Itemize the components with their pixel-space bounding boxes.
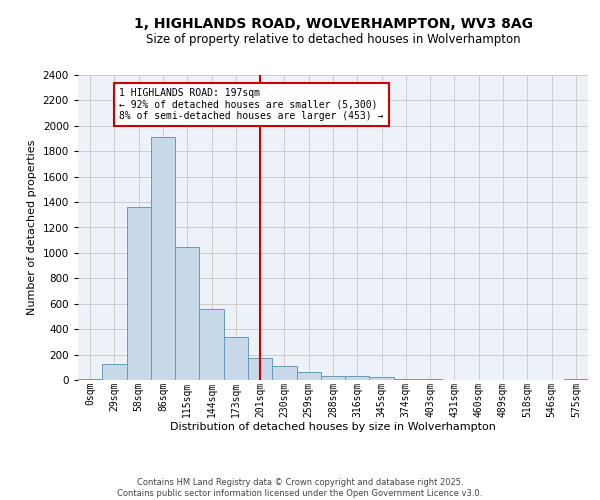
Bar: [394, 379, 418, 380]
Bar: [199, 309, 224, 380]
Y-axis label: Number of detached properties: Number of detached properties: [27, 140, 37, 315]
Bar: [321, 376, 345, 380]
X-axis label: Distribution of detached houses by size in Wolverhampton: Distribution of detached houses by size …: [170, 422, 496, 432]
Bar: [175, 246, 199, 380]
Bar: [224, 338, 248, 380]
Text: 1, HIGHLANDS ROAD, WOLVERHAMPTON, WV3 8AG: 1, HIGHLANDS ROAD, WOLVERHAMPTON, WV3 8A…: [134, 18, 533, 32]
Bar: [345, 376, 370, 380]
Bar: [248, 358, 272, 380]
Bar: [78, 378, 102, 380]
Bar: [127, 207, 151, 380]
Bar: [296, 372, 321, 380]
Text: Contains HM Land Registry data © Crown copyright and database right 2025.
Contai: Contains HM Land Registry data © Crown c…: [118, 478, 482, 498]
Bar: [151, 138, 175, 380]
Bar: [370, 377, 394, 380]
Bar: [272, 366, 296, 380]
Text: Size of property relative to detached houses in Wolverhampton: Size of property relative to detached ho…: [146, 32, 520, 46]
Bar: [102, 364, 127, 380]
Text: 1 HIGHLANDS ROAD: 197sqm
← 92% of detached houses are smaller (5,300)
8% of semi: 1 HIGHLANDS ROAD: 197sqm ← 92% of detach…: [119, 88, 383, 121]
